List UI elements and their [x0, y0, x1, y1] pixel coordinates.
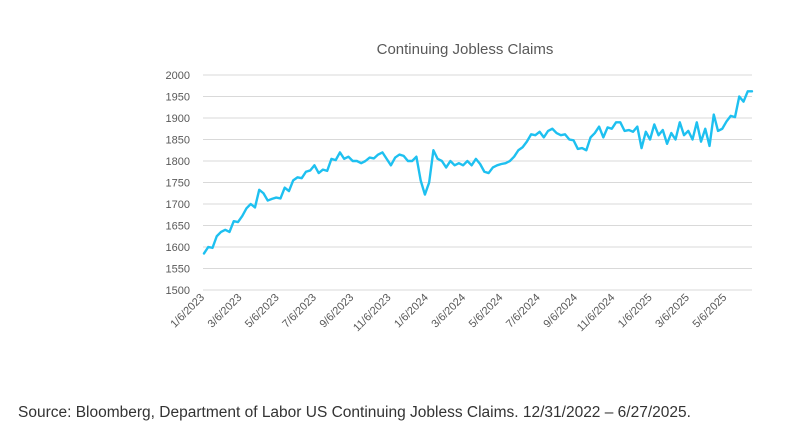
x-tick-label: 1/6/2024	[392, 292, 431, 331]
series-line-continuing-claims	[202, 90, 754, 255]
x-tick-label: 9/6/2024	[541, 292, 580, 331]
y-tick-label: 1950	[166, 92, 190, 104]
y-tick-label: 1550	[166, 264, 190, 276]
x-tick-label: 7/6/2024	[504, 292, 543, 331]
y-tick-label: 1600	[166, 242, 190, 254]
series-layer	[202, 90, 754, 255]
x-tick-label: 3/6/2023	[206, 292, 245, 331]
y-tick-label: 1900	[166, 113, 190, 125]
y-tick-label: 1800	[166, 156, 190, 168]
x-tick-label: 11/6/2023	[351, 292, 394, 335]
x-tick-label: 3/6/2025	[653, 292, 692, 331]
x-tick-label: 1/6/2025	[616, 292, 655, 331]
x-axis-tick-labels: 1/6/20233/6/20235/6/20237/6/20239/6/2023…	[168, 292, 729, 335]
y-tick-label: 1500	[166, 285, 190, 297]
y-tick-label: 1750	[166, 178, 190, 190]
y-tick-label: 2000	[166, 70, 190, 82]
x-tick-label: 11/6/2024	[575, 292, 618, 335]
chart-title: Continuing Jobless Claims	[377, 41, 554, 58]
gridlines	[203, 74, 752, 291]
x-tick-label: 1/6/2023	[168, 292, 207, 331]
source-note: Source: Bloomberg, Department of Labor U…	[18, 404, 691, 421]
x-tick-label: 5/6/2024	[467, 292, 506, 331]
x-tick-label: 3/6/2024	[429, 292, 468, 331]
x-tick-label: 5/6/2025	[691, 292, 730, 331]
x-tick-label: 7/6/2023	[280, 292, 319, 331]
line-chart: Continuing Jobless Claims 1500 1550 1600 16…	[166, 41, 754, 335]
x-tick-label: 5/6/2023	[243, 292, 282, 331]
y-tick-label: 1850	[166, 135, 190, 147]
y-axis-tick-labels: 1500 1550 1600 1650 1700 1750 1800 1850 1900 1950…	[166, 70, 190, 297]
y-tick-label: 1650	[166, 221, 190, 233]
x-tick-label: 9/6/2023	[318, 292, 357, 331]
y-tick-label: 1700	[166, 199, 190, 211]
